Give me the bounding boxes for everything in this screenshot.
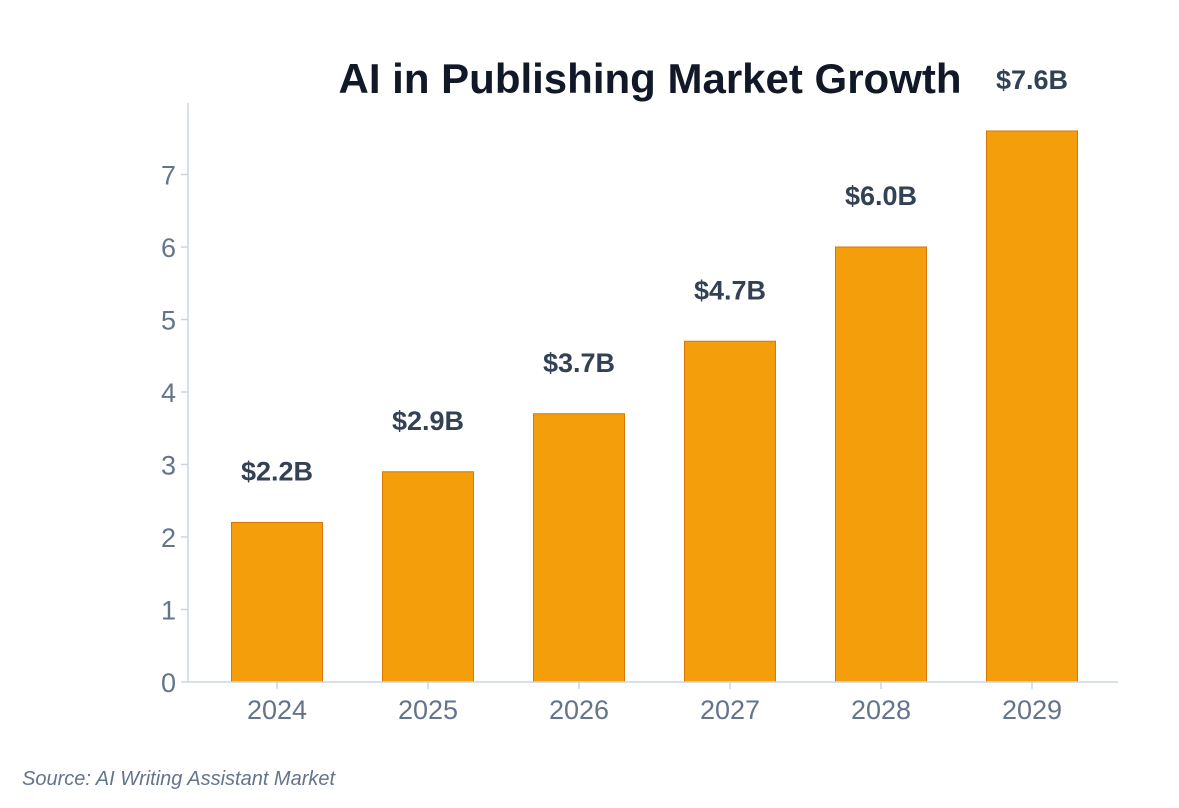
- y-tick-label: 1: [161, 596, 176, 626]
- x-tick-label-2024: 2024: [247, 695, 307, 725]
- y-tick-label: 3: [161, 451, 176, 481]
- x-tick-label-2027: 2027: [700, 695, 760, 725]
- x-tick-label-2028: 2028: [851, 695, 911, 725]
- y-tick-label: 5: [161, 306, 176, 336]
- data-label-2026: $3.7B: [543, 348, 615, 378]
- bar-2025: [382, 471, 474, 683]
- y-tick-label: 7: [161, 161, 176, 191]
- x-axis-ticks: 2024 2025 2026 2027 2028 2029: [247, 682, 1062, 725]
- data-label-2024: $2.2B: [241, 457, 313, 487]
- source-note: Source: AI Writing Assistant Market: [22, 768, 336, 790]
- chart-title: AI in Publishing Market Growth: [338, 55, 961, 102]
- y-tick-label: 0: [161, 668, 176, 698]
- data-label-2027: $4.7B: [694, 275, 766, 305]
- x-tick-label-2025: 2025: [398, 695, 458, 725]
- data-labels: $2.2B $2.9B $3.7B $4.7B $6.0B $7.6B: [241, 65, 1068, 487]
- bar-2026: [533, 413, 625, 683]
- data-label-2029: $7.6B: [996, 65, 1068, 95]
- data-label-2028: $6.0B: [845, 181, 917, 211]
- bar-2028: [835, 246, 927, 683]
- bar-2027: [684, 340, 776, 683]
- x-tick-label-2029: 2029: [1002, 695, 1062, 725]
- y-tick-label: 6: [161, 233, 176, 263]
- bar-2029: [986, 130, 1078, 683]
- y-tick-label: 2: [161, 523, 176, 553]
- bar-group: [231, 130, 1078, 683]
- x-tick-label-2026: 2026: [549, 695, 609, 725]
- data-label-2025: $2.9B: [392, 406, 464, 436]
- y-tick-label: 4: [161, 378, 176, 408]
- y-axis-ticks: 0 1 2 3 4 5 6 7: [161, 161, 188, 698]
- bar-2024: [231, 522, 323, 683]
